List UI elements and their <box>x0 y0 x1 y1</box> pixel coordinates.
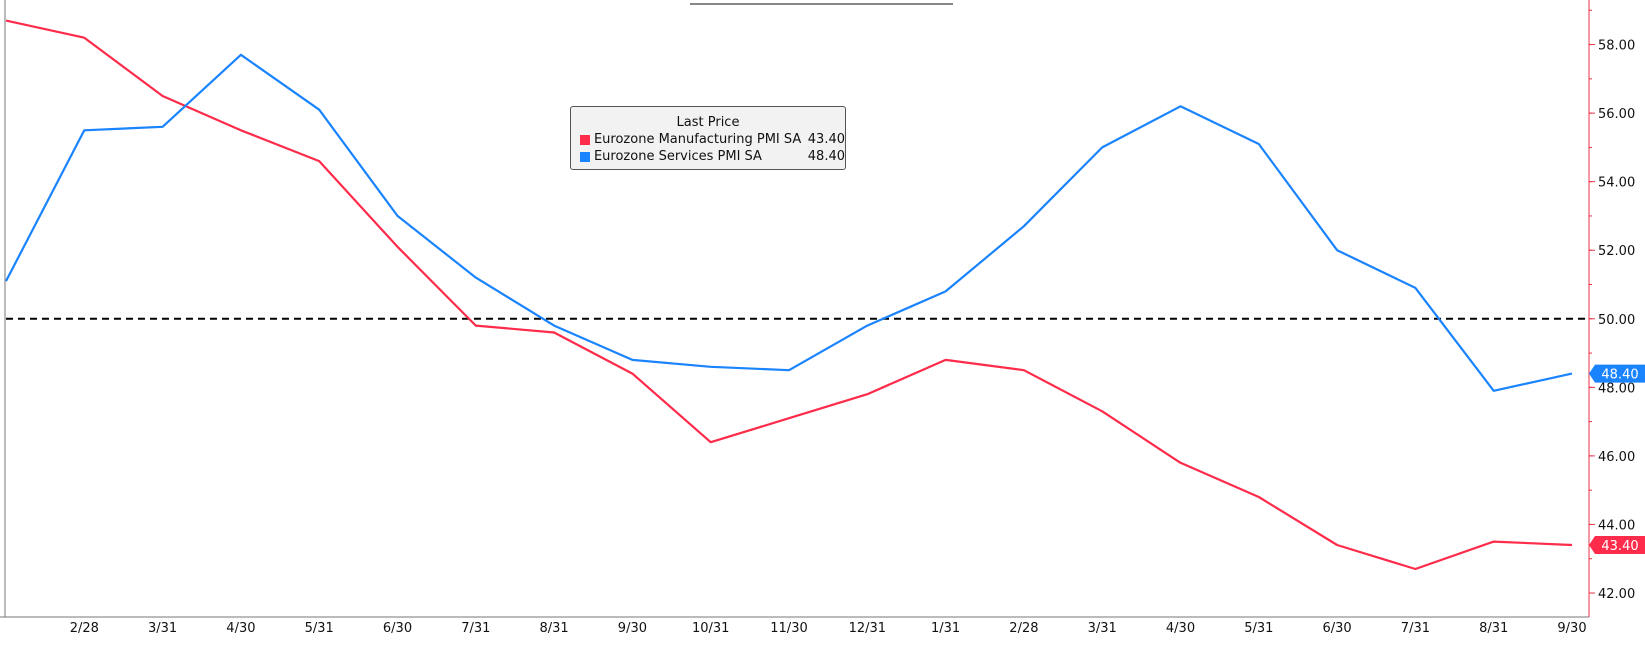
last-value-flag <box>1589 536 1645 555</box>
x-tick-label: 11/30 <box>770 621 807 636</box>
x-tick-label: 8/31 <box>1479 621 1508 636</box>
legend-value-manufacturing: 43.40 <box>807 132 845 147</box>
last-value-label: 48.40 <box>1601 368 1638 383</box>
legend: Last Price Eurozone Manufacturing PMI SA… <box>570 106 846 170</box>
x-tick-label: 3/31 <box>148 621 177 636</box>
x-tick-label: 1/31 <box>931 621 960 636</box>
legend-swatch-manufacturing <box>580 134 590 145</box>
x-tick-label: 9/30 <box>1557 621 1586 636</box>
x-tick-label: 4/30 <box>226 621 255 636</box>
last-value-labels: 43.40 48.40 <box>1589 364 1645 555</box>
legend-title: Last Price <box>676 115 740 130</box>
x-tick-label: 10/31 <box>692 621 729 636</box>
x-tick-label: 2/28 <box>1009 621 1038 636</box>
legend-label-manufacturing: Eurozone Manufacturing PMI SA <box>593 132 802 147</box>
y-tick-label: 48.00 <box>1598 381 1635 396</box>
y-tick-label: 50.00 <box>1598 313 1635 328</box>
legend-item-services: Eurozone Services PMI SA 48.40 <box>571 148 845 165</box>
y-tick-label: 56.00 <box>1598 107 1635 122</box>
legend-label-services: Eurozone Services PMI SA <box>593 149 762 164</box>
x-tick-label: 7/31 <box>461 621 490 636</box>
x-tick-label: 4/30 <box>1166 621 1195 636</box>
x-tick-label: 7/31 <box>1401 621 1430 636</box>
x-tick-label: 12/31 <box>849 621 886 636</box>
x-tick-label: 3/31 <box>1088 621 1117 636</box>
series-lines <box>5 19 1573 571</box>
y-tick-label: 46.00 <box>1598 450 1635 465</box>
x-tick-label: 6/30 <box>1322 621 1351 636</box>
series-line-services <box>5 53 1573 392</box>
x-axis-ticks: 2/28 3/31 4/30 5/31 6/30 7/31 8/31 9/30 10/31 11/… <box>70 621 1587 636</box>
x-tick-label: 9/30 <box>618 621 647 636</box>
last-value-flag <box>1589 364 1645 383</box>
legend-value-services: 48.40 <box>807 149 845 164</box>
series-line-manufacturing <box>5 19 1573 571</box>
legend-swatch-services <box>580 151 590 162</box>
y-tick-label: 42.00 <box>1598 587 1635 602</box>
x-tick-label: 5/31 <box>1244 621 1273 636</box>
last-value-label: 43.40 <box>1601 539 1638 554</box>
y-axis-ticks: 42.00 44.00 46.00 48.00 50.00 52.00 54.00 56.00… <box>1589 9 1635 602</box>
y-tick-label: 52.00 <box>1598 244 1635 259</box>
x-tick-label: 6/30 <box>383 621 412 636</box>
legend-item-manufacturing: Eurozone Manufacturing PMI SA 43.40 <box>571 131 845 148</box>
x-tick-label: 8/31 <box>539 621 568 636</box>
y-tick-label: 44.00 <box>1598 518 1635 533</box>
x-tick-label: 2/28 <box>70 621 99 636</box>
y-tick-label: 54.00 <box>1598 176 1635 191</box>
x-tick-label: 5/31 <box>305 621 334 636</box>
y-tick-label: 58.00 <box>1598 39 1635 54</box>
